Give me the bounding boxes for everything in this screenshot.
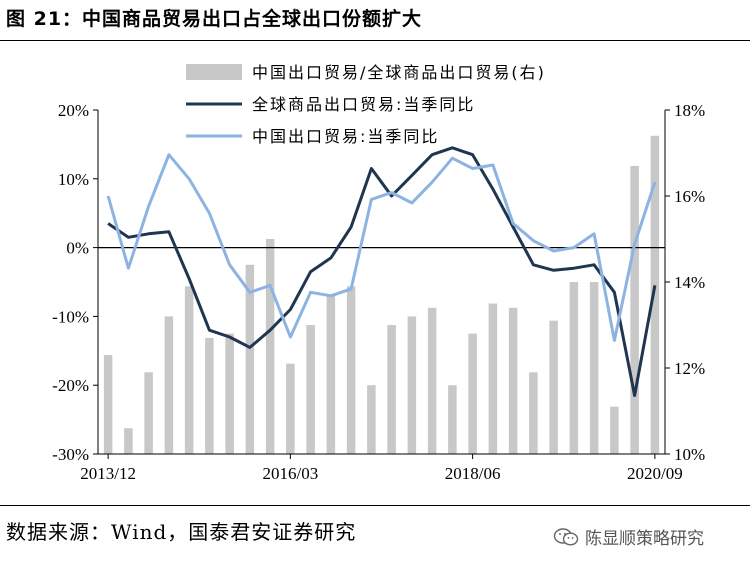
axes: 20% 10% 0% -10% -20% -30% 18% 16% 14% 12% 10% 2013/… [52, 101, 705, 483]
series-line [106, 153, 657, 342]
top-rule [0, 40, 750, 41]
bottom-rule [0, 505, 750, 506]
bar [488, 303, 498, 454]
bar [427, 307, 437, 454]
watermark-text: 陈显顺策略研究 [585, 529, 704, 549]
bar [367, 385, 376, 454]
wechat-icon [553, 527, 579, 546]
bar [630, 165, 639, 454]
legend: 中国出口贸易/全球商品出口贸易(右) 全球商品出口贸易:当季同比中国出口贸易:当季… [186, 63, 546, 146]
x-tick-label: 2020/09 [627, 464, 683, 483]
watermark: 陈显顺策略研究 [553, 524, 704, 549]
left-tick-label: -10% [52, 307, 89, 326]
bar [529, 372, 538, 454]
legend-swatch [186, 64, 242, 80]
right-tick-label: 12% [674, 359, 705, 378]
right-tick-label: 16% [674, 187, 705, 206]
bar [144, 372, 153, 454]
series-line [107, 146, 657, 397]
legend-label: 中国出口贸易:当季同比 [252, 127, 439, 146]
x-tick-label: 2018/06 [445, 464, 501, 483]
bar [306, 325, 315, 454]
bar [508, 307, 518, 454]
x-tick-label: 2013/12 [80, 464, 136, 483]
bar [346, 286, 356, 454]
x-tick-label: 2016/03 [263, 464, 319, 483]
left-tick-label: -30% [52, 445, 89, 464]
left-tick-label: 10% [58, 170, 89, 189]
right-tick-label: 10% [674, 445, 705, 464]
bar [245, 264, 255, 454]
right-tick-label: 14% [674, 273, 705, 292]
bar [225, 333, 234, 454]
right-tick-label: 18% [674, 101, 705, 120]
bar [184, 286, 194, 454]
left-tick-label: -20% [52, 376, 89, 395]
figure-title: 图 21：中国商品贸易出口占全球出口份额扩大 [6, 8, 423, 30]
source-note: 数据来源：Wind，国泰君安证券研究 [6, 520, 357, 544]
line-series [106, 146, 657, 397]
bar [448, 385, 457, 454]
bar [468, 333, 477, 454]
bar [549, 320, 558, 454]
bar [589, 282, 599, 454]
bar [326, 294, 336, 454]
bar [387, 325, 396, 454]
bar [286, 363, 295, 454]
legend-label: 全球商品出口贸易:当季同比 [252, 95, 475, 114]
bar [103, 355, 113, 454]
bar [265, 239, 275, 454]
bar [610, 406, 619, 454]
bar [164, 316, 174, 454]
bar [650, 135, 660, 455]
bar [569, 282, 579, 454]
bar [124, 428, 133, 454]
chart: 20% 10% 0% -10% -20% -30% 18% 16% 14% 12% 10% 2013/… [52, 63, 705, 483]
bar [205, 337, 214, 454]
legend-label: 中国出口贸易/全球商品出口贸易(右) [252, 63, 546, 82]
left-tick-label: 0% [66, 239, 89, 258]
left-tick-label: 20% [58, 101, 89, 120]
bar [407, 316, 417, 454]
bar-series [103, 135, 660, 455]
